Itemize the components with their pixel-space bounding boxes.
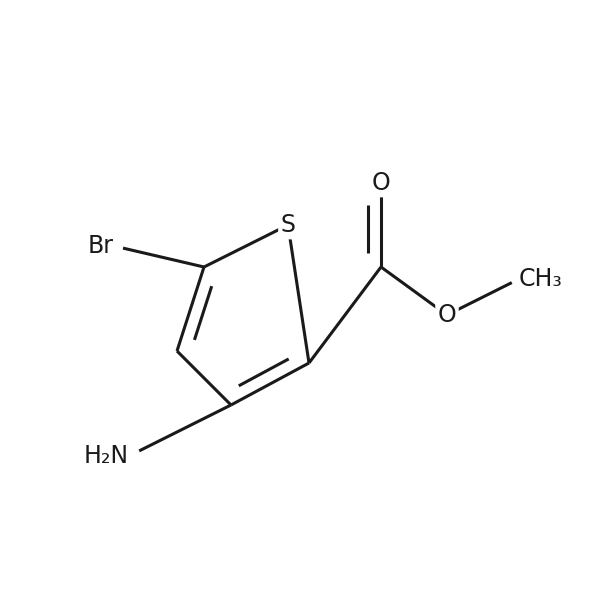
Text: CH₃: CH₃ (519, 267, 563, 291)
Text: Br: Br (88, 234, 114, 258)
Text: O: O (437, 303, 457, 327)
Text: O: O (437, 303, 457, 327)
Text: S: S (281, 213, 296, 237)
Text: H₂N: H₂N (84, 444, 129, 468)
Text: O: O (371, 171, 391, 195)
Text: H₂N: H₂N (84, 444, 129, 468)
Text: Br: Br (88, 234, 114, 258)
Text: CH₃: CH₃ (519, 267, 563, 291)
Text: O: O (371, 171, 391, 195)
Text: S: S (281, 213, 296, 237)
